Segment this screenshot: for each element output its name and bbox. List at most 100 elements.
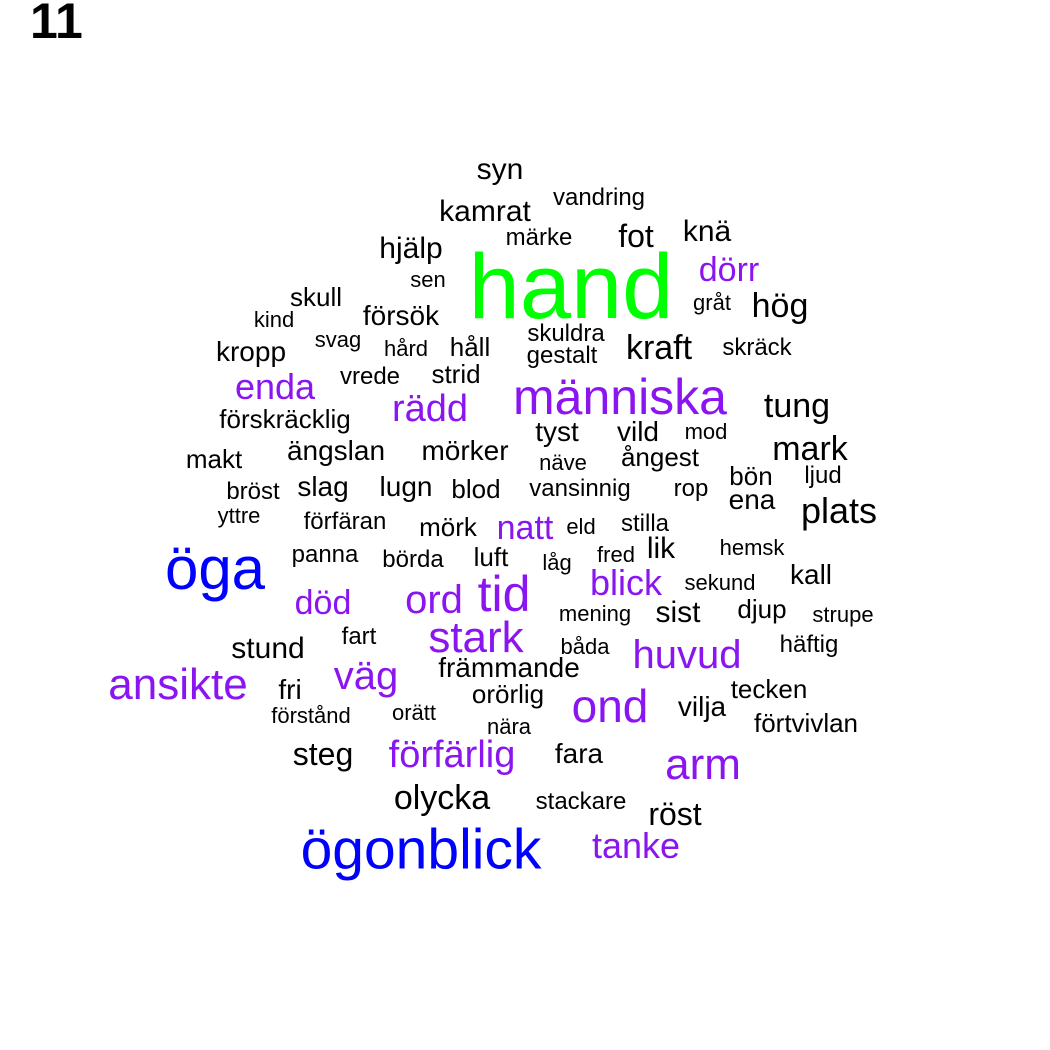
word-cloud-word: strupe (812, 602, 874, 627)
word-cloud-word: skräck (722, 334, 792, 361)
word-cloud-word: skuldra (527, 320, 605, 347)
word-cloud-word: ena (728, 484, 776, 515)
word-cloud-word: näve (539, 450, 587, 475)
word-cloud-word: vild (616, 416, 660, 447)
word-cloud-word: fri (278, 674, 302, 705)
word-cloud-word: stark (428, 613, 524, 662)
word-cloud-word: makt (185, 444, 243, 474)
word-cloud-word: syn (476, 153, 524, 186)
word-cloud-word: slag (297, 471, 349, 502)
word-cloud-word: stilla (620, 510, 670, 537)
word-cloud-word: eld (566, 514, 596, 539)
word-cloud-word: vandring (552, 184, 646, 211)
word-cloud-word: ängslan (286, 435, 386, 466)
word-cloud-word: tyst (535, 416, 579, 447)
word-cloud-word: förtvivlan (753, 708, 859, 738)
word-cloud-word: hjälp (379, 232, 443, 265)
word-cloud-word: natt (496, 509, 554, 547)
word-cloud-word: förstånd (271, 703, 351, 728)
word-cloud-word: kall (789, 559, 833, 590)
word-cloud-word: hemsk (719, 535, 785, 560)
word-cloud-word: tecken (730, 674, 808, 704)
word-cloud-word: orörlig (471, 679, 545, 709)
word-cloud-word: orätt (391, 700, 437, 725)
word-cloud-word: stund (231, 632, 305, 665)
word-cloud-word: häftig (779, 631, 839, 658)
word-cloud-word: lugn (379, 471, 433, 502)
word-cloud-word: sekund (684, 570, 756, 595)
word-cloud-word: vilja (677, 691, 727, 722)
word-cloud-word: ord (405, 578, 463, 622)
word-cloud-word: bröst (226, 478, 280, 505)
word-cloud-word: skull (289, 282, 343, 312)
word-cloud-word: öga (164, 535, 266, 602)
word-cloud-word: rop (673, 475, 709, 502)
word-cloud-word: strid (431, 359, 481, 389)
word-cloud-word: luft (473, 542, 509, 572)
word-cloud-word: människa (513, 369, 727, 425)
word-cloud-word: fara (554, 738, 604, 769)
word-cloud-word: vansinnig (529, 475, 631, 502)
word-cloud-word: hand (468, 236, 674, 338)
word-cloud-word: låg (542, 550, 572, 575)
word-cloud-word: mörker (421, 435, 509, 466)
word-cloud-word: mening (558, 601, 632, 626)
word-cloud-word: dörr (698, 251, 760, 289)
word-cloud-word: panna (291, 541, 359, 568)
word-cloud-word: ångest (620, 442, 700, 472)
word-cloud-word: stackare (535, 788, 627, 815)
word-cloud-word: försök (362, 300, 440, 331)
word-cloud-word: hög (751, 287, 809, 325)
word-cloud-word: gestalt (526, 342, 598, 369)
word-cloud-word: tid (477, 566, 531, 622)
word-cloud-word: arm (665, 740, 741, 789)
page-number: 11 (30, 0, 83, 49)
word-cloud-word: svag (314, 327, 362, 352)
word-cloud-word: olycka (393, 779, 491, 817)
word-cloud-word: nära (486, 714, 532, 739)
word-cloud-word: knä (682, 215, 732, 248)
word-cloud-word: huvud (632, 633, 742, 677)
word-cloud-word: ansikte (108, 660, 248, 709)
word-cloud-word: förskräcklig (219, 404, 351, 434)
word-cloud-word: kamrat (439, 195, 531, 228)
word-cloud-word: vrede (339, 363, 401, 390)
word-cloud-word: väg (333, 654, 399, 698)
word-cloud-word: sen (410, 267, 446, 292)
word-cloud-word: mod (684, 419, 728, 444)
word-cloud-word: fred (597, 542, 635, 567)
word-cloud-word: håll (449, 332, 491, 362)
word-cloud-word: tung (763, 387, 831, 425)
word-cloud-word: kraft (625, 329, 693, 367)
word-cloud-word: mark (772, 430, 848, 468)
word-cloud-word: röst (648, 796, 702, 832)
word-cloud-word: ond (571, 680, 649, 732)
word-cloud-word: ljud (804, 462, 842, 489)
word-cloud-word: ögonblick (300, 817, 542, 882)
word-cloud-word: lik (646, 532, 676, 565)
word-cloud-word: steg (292, 736, 354, 772)
word-cloud-word: djup (737, 594, 787, 624)
word-cloud-word: gråt (693, 290, 731, 315)
word-cloud-word: kropp (215, 336, 287, 367)
word-cloud-word: tanke (591, 825, 681, 866)
word-cloud-word: sist (655, 596, 701, 629)
word-cloud-word: blod (451, 474, 501, 504)
word-cloud-word: yttre (217, 503, 261, 528)
word-cloud-word: fot (618, 218, 654, 254)
word-cloud-word: bön (729, 461, 773, 491)
word-cloud-word: blick (589, 562, 663, 603)
word-cloud-word: båda (560, 634, 610, 659)
word-cloud-word: enda (234, 366, 316, 407)
word-cloud-word: främmande (438, 652, 580, 683)
word-cloud-word: märke (505, 224, 573, 251)
word-cloud-word: fart (341, 623, 377, 650)
word-cloud-word: rädd (391, 388, 469, 430)
word-cloud-word: hård (383, 336, 429, 361)
word-cloud-word: förfärlig (388, 734, 516, 776)
word-cloud-word: börda (382, 546, 444, 573)
word-cloud-word: förfäran (303, 508, 387, 535)
word-cloud-word: plats (800, 490, 878, 531)
word-cloud-word: mörk (419, 512, 477, 542)
